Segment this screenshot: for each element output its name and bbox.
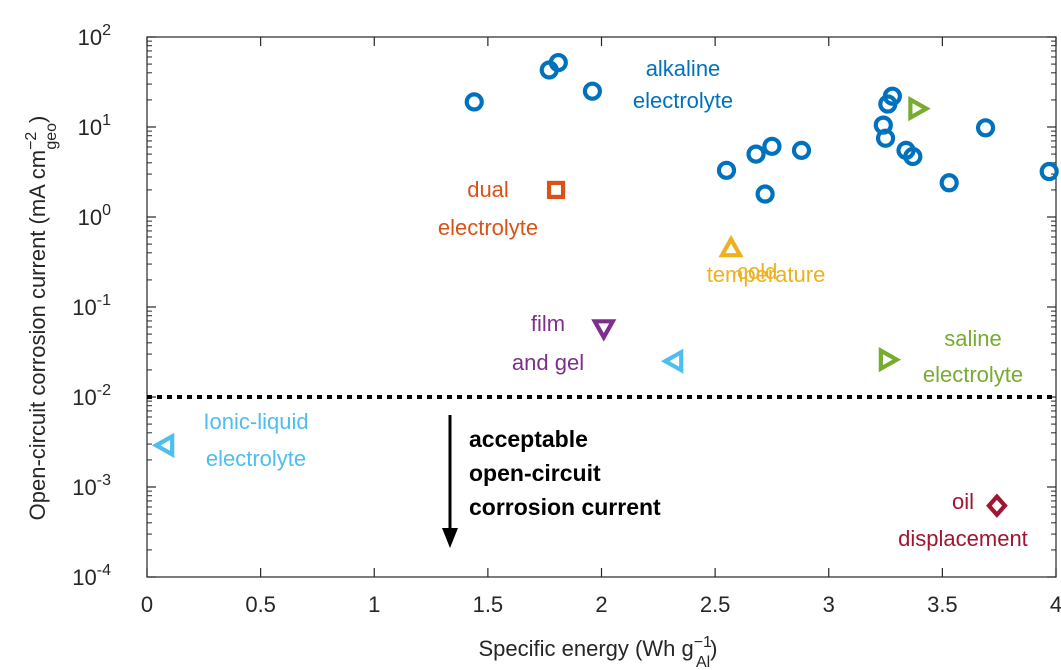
label-film-2: and gel xyxy=(512,350,584,375)
x-tick-label: 0 xyxy=(141,592,153,617)
label-alkaline-2: electrolyte xyxy=(633,88,733,113)
data-point-circle xyxy=(1039,161,1059,182)
y-tick-label: 10-3 xyxy=(72,472,111,500)
series-labels: alkaline electrolyte dual electrolyte co… xyxy=(203,56,1027,551)
label-cold-1: cold xyxy=(737,259,777,284)
data-point-circle xyxy=(755,184,775,204)
x-axis-label-sup: −1 xyxy=(694,634,712,651)
data-point-circle xyxy=(746,144,766,164)
data-point-circle xyxy=(875,128,896,148)
y-axis-label-sup: −2 xyxy=(23,132,40,150)
y-axis-label-main: Open-circuit corrosion current (mA cm xyxy=(25,150,50,520)
data-point-circle xyxy=(464,92,484,112)
label-saline-1: saline xyxy=(944,326,1001,351)
x-tick-label: 2.5 xyxy=(700,592,731,617)
data-point-triangle-left xyxy=(151,432,175,458)
label-oil-1: oil xyxy=(952,489,974,514)
label-ionic-2: electrolyte xyxy=(206,446,306,471)
x-tick-label: 1 xyxy=(368,592,380,617)
y-tick-label: 10-2 xyxy=(72,382,111,410)
annotation-line-2: open-circuit xyxy=(469,460,601,486)
y-axis-label-end: ) xyxy=(25,116,50,123)
data-point-triangle-up xyxy=(718,234,744,258)
annotation-line-3: corrosion current xyxy=(469,494,661,520)
data-point-circle xyxy=(716,160,737,180)
x-tick-label: 4 xyxy=(1050,592,1061,617)
data-point-circle xyxy=(582,81,603,101)
down-arrow xyxy=(442,415,458,548)
x-tick-label: 0.5 xyxy=(245,592,276,617)
label-oil-2: displacement xyxy=(898,526,1028,551)
data-point-circle xyxy=(903,146,923,167)
x-axis-label-sub: Al xyxy=(696,654,710,670)
data-point-circle xyxy=(762,136,782,156)
x-axis-label-end: ) xyxy=(710,636,717,661)
data-point-diamond xyxy=(986,493,1008,518)
data-point-triangle-left xyxy=(660,348,684,374)
y-tick-label: 100 xyxy=(78,202,111,230)
data-point-triangle-down xyxy=(591,319,617,342)
data-point-triangle-right xyxy=(878,347,902,373)
data-point-circle xyxy=(548,52,568,73)
label-ionic-1: Ionic-liquid xyxy=(203,409,308,434)
data-point-circle xyxy=(791,140,812,160)
label-alkaline-1: alkaline xyxy=(646,56,721,81)
x-tick-label: 3.5 xyxy=(927,592,958,617)
plot-area xyxy=(146,36,1057,578)
x-tick-label: 1.5 xyxy=(473,592,504,617)
label-saline-2: electrolyte xyxy=(923,362,1023,387)
x-tick-label: 3 xyxy=(823,592,835,617)
tick-labels-layer: 0 0.5 1 1.5 2 2.5 3 3.5 4 10-4 10-3 10-2 10-1 100 101 1… xyxy=(72,22,1061,617)
x-axis-label: Specific energy (Wh g−1 Al) xyxy=(478,634,717,670)
markers-layer xyxy=(151,52,1059,518)
label-cold-2: temperature xyxy=(707,262,826,287)
data-point-circle xyxy=(975,118,996,138)
data-point-circle xyxy=(939,173,959,193)
label-dual-2: electrolyte xyxy=(438,215,538,240)
y-axis-label: Open-circuit corrosion current (mA cm−2 g… xyxy=(23,116,60,521)
x-tick-label: 2 xyxy=(595,592,607,617)
y-axis-label-sub: geo xyxy=(43,123,60,150)
y-tick-label: 101 xyxy=(78,112,111,140)
y-tick-label: 10-4 xyxy=(72,562,111,590)
annotation-line-1: acceptable xyxy=(469,426,588,452)
y-tick-label: 10-1 xyxy=(72,292,111,320)
y-tick-label: 102 xyxy=(78,22,111,50)
data-point-triangle-right xyxy=(908,96,931,122)
x-axis-label-main: Specific energy (Wh g xyxy=(478,636,693,661)
data-point-circle xyxy=(882,86,902,106)
label-film-1: film xyxy=(531,311,565,336)
data-point-square xyxy=(546,180,566,200)
label-dual-1: dual xyxy=(467,177,509,202)
